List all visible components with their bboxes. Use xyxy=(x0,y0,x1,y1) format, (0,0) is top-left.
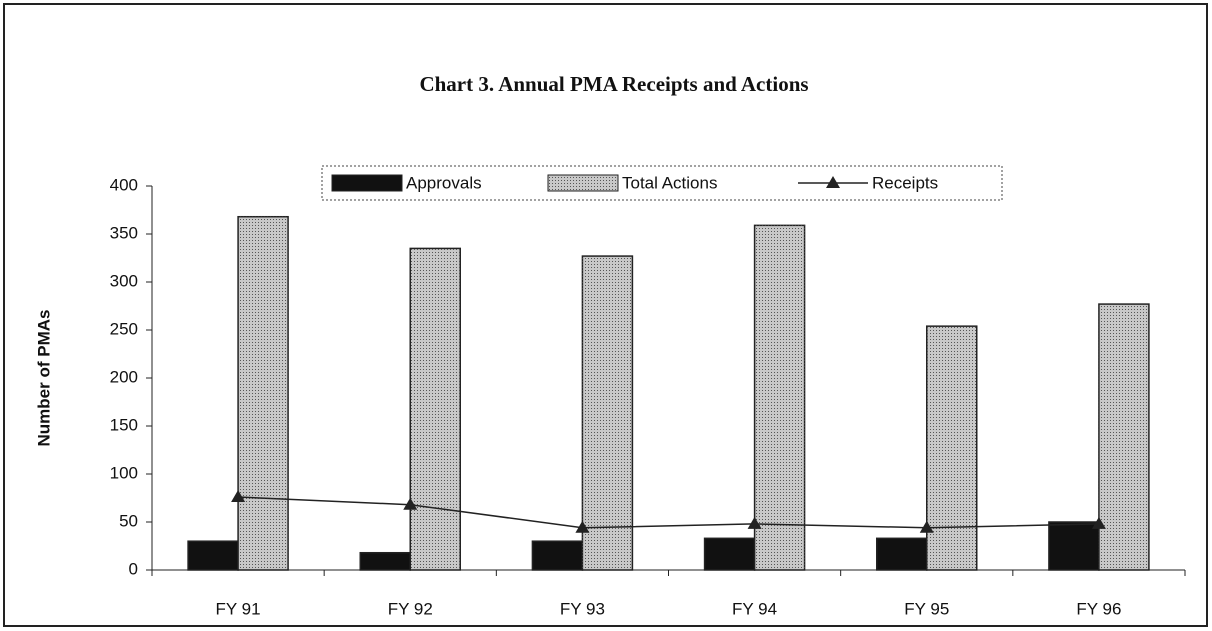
legend-swatch-texture xyxy=(548,175,618,191)
marker xyxy=(575,520,590,533)
legend-box xyxy=(321,165,1003,201)
legend-label: Approvals xyxy=(406,173,482,192)
marker xyxy=(1091,516,1106,529)
bar xyxy=(187,540,239,571)
legend-label: Receipts xyxy=(872,173,938,192)
bar-texture xyxy=(926,326,977,570)
marker xyxy=(403,497,418,510)
y-tick-label: 350 xyxy=(110,223,138,242)
bar-texture xyxy=(238,216,289,570)
marker xyxy=(919,520,934,533)
marker xyxy=(747,516,762,529)
y-tick-label: 250 xyxy=(110,319,138,338)
bar xyxy=(876,537,928,571)
legend-swatch xyxy=(331,174,403,192)
x-tick-label: FY 92 xyxy=(388,599,433,618)
chart-title: Chart 3. Annual PMA Receipts and Actions xyxy=(419,72,808,96)
y-tick-label: 150 xyxy=(110,415,138,434)
bar xyxy=(359,551,411,571)
x-tick-label: FY 95 xyxy=(904,599,949,618)
x-tick-label: FY 94 xyxy=(732,599,777,618)
x-tick-label: FY 91 xyxy=(216,599,261,618)
bar xyxy=(531,540,584,571)
y-tick-label: 50 xyxy=(119,511,138,530)
line xyxy=(238,496,1099,529)
bar-texture xyxy=(410,248,461,570)
bar xyxy=(703,537,756,571)
bar-texture xyxy=(582,256,633,570)
marker xyxy=(231,490,246,503)
y-tick-label: 0 xyxy=(129,559,138,578)
legend-marker xyxy=(826,176,840,188)
y-tick-label: 200 xyxy=(110,367,138,386)
frame xyxy=(3,3,1208,627)
bar-texture xyxy=(754,225,805,571)
y-tick-label: 300 xyxy=(110,271,138,290)
legend-label: Total Actions xyxy=(622,173,717,192)
y-tick-label: 400 xyxy=(110,175,138,194)
x-tick-label: FY 93 xyxy=(560,599,605,618)
bar-texture xyxy=(1098,304,1149,570)
y-tick-label: 100 xyxy=(110,463,138,482)
x-tick-label: FY 96 xyxy=(1076,599,1121,618)
y-axis-label: Number of PMAs xyxy=(34,310,53,447)
bar xyxy=(1048,521,1100,571)
